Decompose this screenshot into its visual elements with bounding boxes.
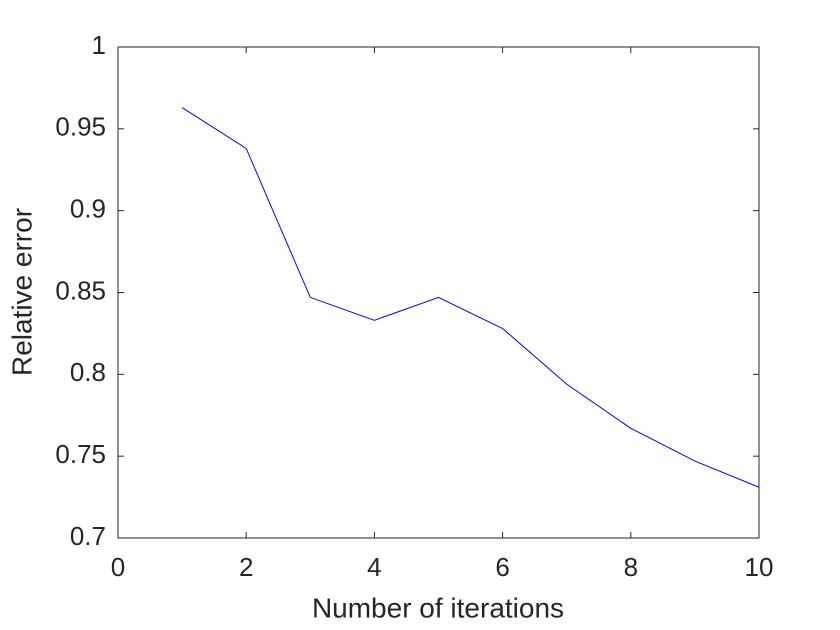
y-tick-label: 1 (92, 30, 106, 60)
x-tick-label: 0 (111, 552, 125, 582)
y-tick-label: 0.7 (70, 521, 106, 551)
y-tick-label: 0.75 (55, 439, 106, 469)
axes-box (117, 46, 760, 539)
y-tick-label: 0.85 (55, 275, 106, 305)
x-axis-label: Number of iterations (312, 592, 564, 623)
x-tick-label: 6 (495, 552, 509, 582)
x-tick-label: 2 (239, 552, 253, 582)
y-tick-label: 0.8 (70, 357, 106, 387)
y-axis-label: Relative error (6, 208, 37, 376)
x-tick-label: 8 (624, 552, 638, 582)
x-tick-label: 4 (367, 552, 381, 582)
y-tick-label: 0.9 (70, 194, 106, 224)
x-tick-label: 10 (745, 552, 774, 582)
data-line (181, 107, 760, 488)
y-tick-label: 0.95 (55, 112, 106, 142)
